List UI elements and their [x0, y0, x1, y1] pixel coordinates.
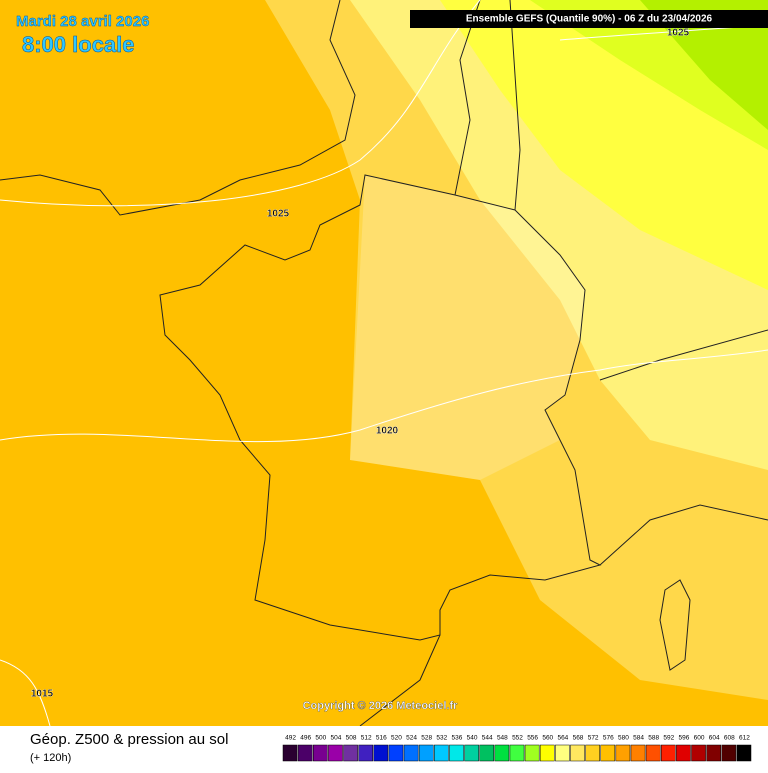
header-box: [410, 10, 768, 28]
scale-label: 560: [542, 735, 553, 742]
coastlines: [0, 0, 768, 727]
isobar-label: 1025: [667, 28, 690, 39]
scale-swatch: [570, 744, 585, 762]
scale-label: 536: [452, 735, 463, 742]
scale-swatch: [676, 744, 691, 762]
scale-label: 508: [346, 735, 357, 742]
scale-swatch: [509, 744, 525, 762]
band-556: [640, 0, 768, 130]
scale-swatch: [297, 744, 313, 762]
scale-label: 600: [694, 735, 705, 742]
scale-swatch: [464, 744, 479, 762]
scale-swatch: [736, 744, 752, 762]
scale-swatch: [706, 744, 721, 762]
run-info: Ensemble GEFS (Quantile 90%) - 06 Z du 2…: [466, 14, 713, 25]
scale-label: 556: [527, 735, 538, 742]
scale-swatch: [721, 744, 737, 762]
isobar-label: 1025: [267, 209, 290, 220]
scale-swatch: [434, 744, 449, 762]
scale-swatch: [358, 744, 374, 762]
scale-label: 588: [648, 735, 659, 742]
scale-label: 504: [331, 735, 342, 742]
isobar-label: 1020: [376, 426, 399, 437]
scale-label: 500: [315, 735, 326, 742]
scale-swatch: [585, 744, 600, 762]
isobar-labels: 1025 1025 1020 1015: [31, 27, 690, 700]
scale-label: 552: [512, 735, 523, 742]
scale-label: 572: [588, 735, 599, 742]
isobar-label: 1015: [31, 689, 54, 700]
scale-swatch: [691, 744, 706, 762]
scale-label: 596: [678, 735, 689, 742]
scale-swatch: [555, 744, 570, 762]
scale-label: 516: [376, 735, 387, 742]
legend-title: Géop. Z500 & pression au sol: [30, 731, 228, 748]
scale-label: 544: [482, 735, 493, 742]
scale-label: 568: [573, 735, 584, 742]
scale-swatch: [615, 744, 631, 762]
scale-swatch: [600, 744, 616, 762]
scale-label: 520: [391, 735, 402, 742]
color-scale: 492 496 500 504 508 512 516 520 524 528 532 536 540 5…: [282, 735, 752, 762]
scale-swatch: [282, 744, 298, 762]
scale-swatch: [449, 744, 464, 762]
scale-swatch: [373, 744, 389, 762]
copyright: Copyright © 2026 Meteociel.fr: [303, 700, 459, 712]
scale-swatch: [539, 744, 555, 762]
scale-label: 512: [361, 735, 372, 742]
scale-label: 612: [739, 735, 750, 742]
scale-label: 492: [285, 735, 296, 742]
scale-label: 524: [406, 735, 417, 742]
scale-swatch: [418, 744, 434, 762]
scale-swatch: [645, 744, 661, 762]
scale-label: 608: [724, 735, 735, 742]
scale-swatch: [660, 744, 676, 762]
scale-label: 540: [467, 735, 478, 742]
scale-swatch: [524, 744, 540, 762]
scale-label: 564: [557, 735, 568, 742]
scale-swatch: [403, 744, 419, 762]
scale-label: 532: [436, 735, 447, 742]
scale-swatch: [494, 744, 510, 762]
scale-label: 592: [663, 735, 674, 742]
scale-label: 528: [421, 735, 432, 742]
legend-lead: (+ 120h): [30, 752, 71, 764]
scale-label: 576: [603, 735, 614, 742]
scale-swatch: [343, 744, 358, 762]
scale-label: 580: [618, 735, 629, 742]
scale-swatch: [328, 744, 343, 762]
france-highlight: [350, 175, 585, 480]
scale-swatch: [388, 744, 404, 762]
scale-label: 584: [633, 735, 644, 742]
scale-label: 604: [709, 735, 720, 742]
time: 8:00 locale: [22, 32, 135, 57]
scale-label: 548: [497, 735, 508, 742]
scale-swatch: [630, 744, 646, 762]
scale-label: 496: [300, 735, 311, 742]
scale-swatch: [479, 744, 495, 762]
scale-swatch: [313, 744, 328, 762]
date: Mardi 28 avril 2026: [16, 13, 149, 30]
